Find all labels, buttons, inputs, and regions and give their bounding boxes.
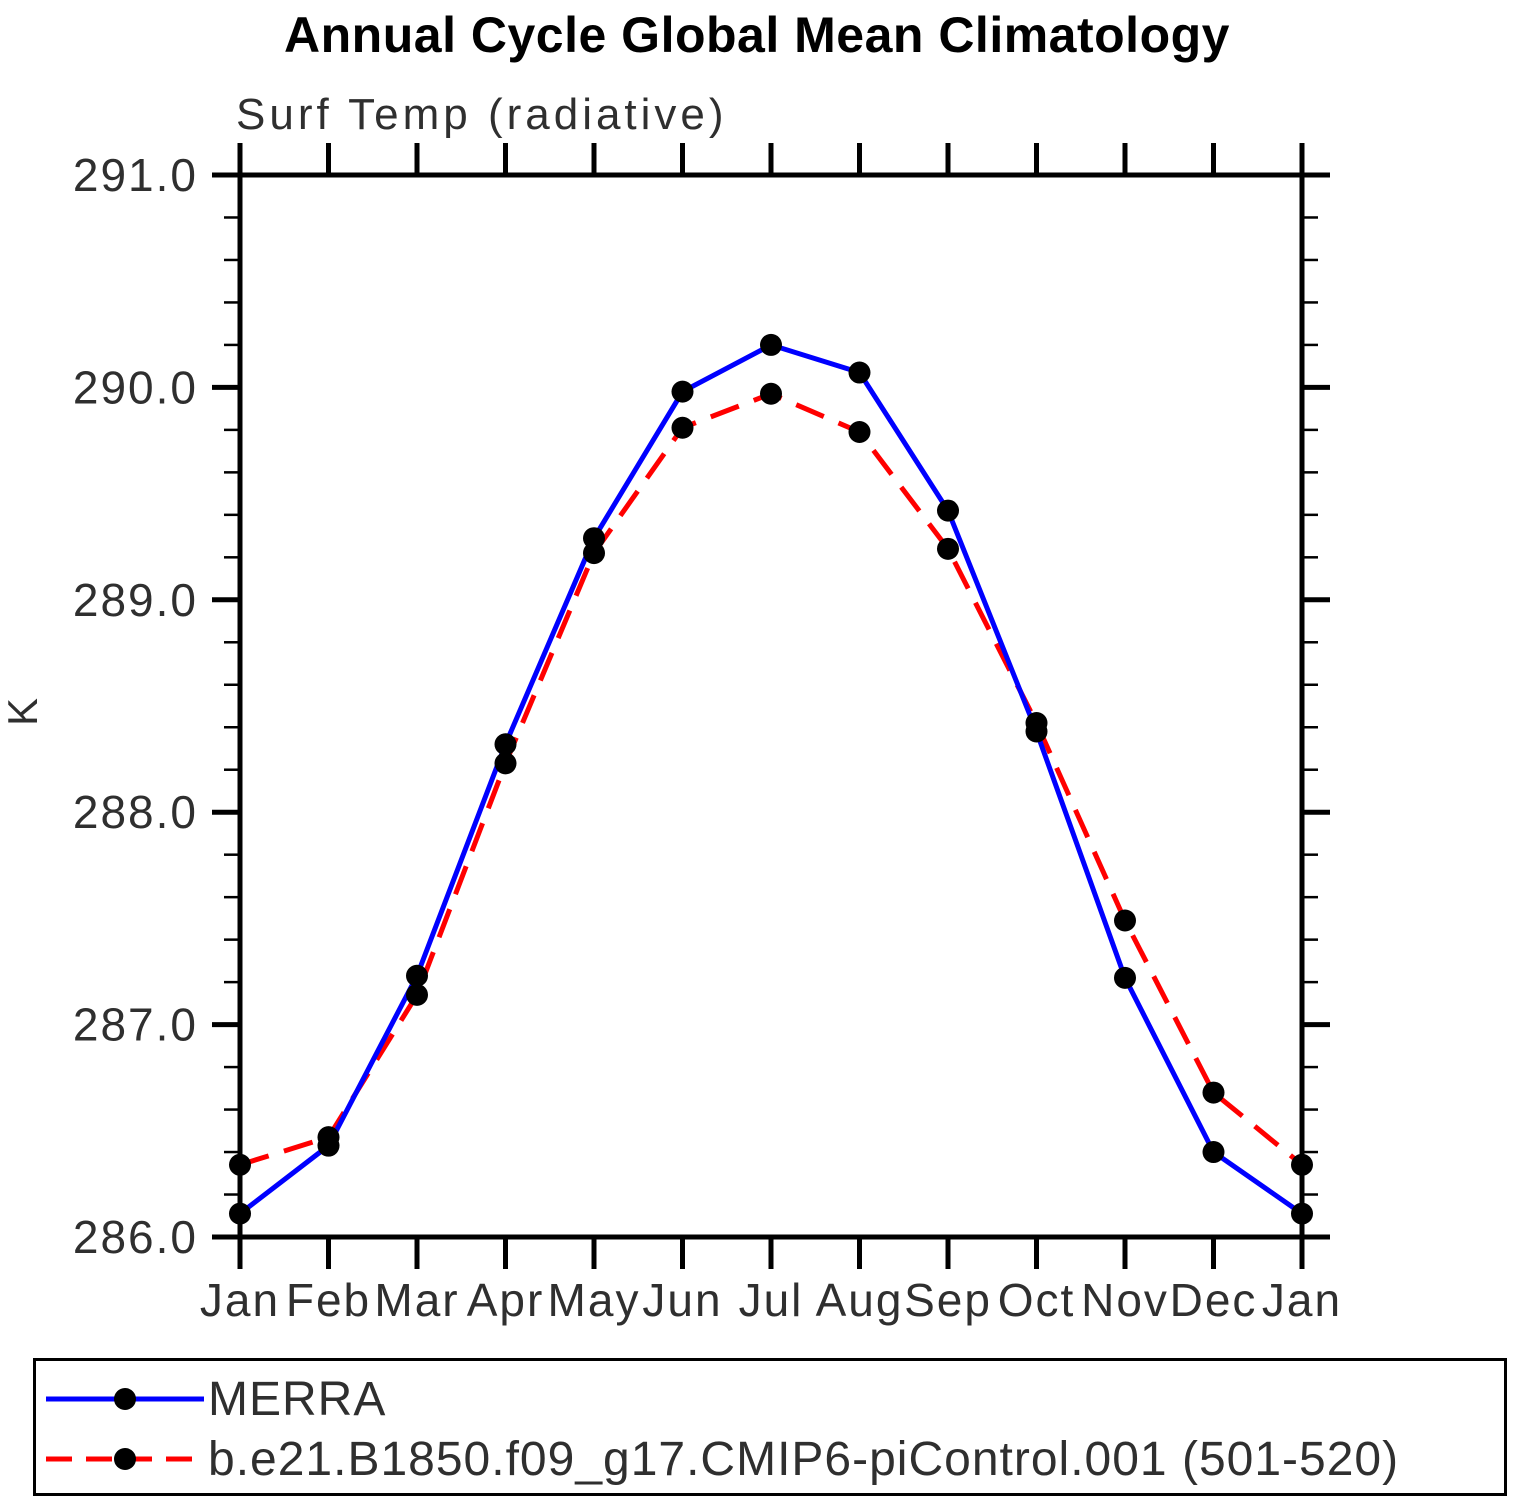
legend-label-merra: MERRA <box>208 1372 387 1426</box>
data-point-marker-1 <box>937 537 959 560</box>
data-point-marker-0 <box>671 380 694 403</box>
x-tick-label: Feb <box>286 1274 371 1326</box>
data-point-marker-1 <box>1025 711 1048 734</box>
y-tick-label: 289.0 <box>73 574 198 626</box>
x-tick-label: Jul <box>739 1274 804 1326</box>
data-point-marker-0 <box>1202 1141 1225 1164</box>
data-point-marker-0 <box>406 964 428 987</box>
x-tick-label: May <box>548 1274 641 1326</box>
legend-box: MERRA b.e21.B1850.f09_g17.CMIP6-piContro… <box>33 1358 1507 1496</box>
y-tick-label: 286.0 <box>73 1211 198 1263</box>
y-tick-label: 288.0 <box>73 786 198 838</box>
legend-label-model: b.e21.B1850.f09_g17.CMIP6-piControl.001 … <box>208 1432 1400 1486</box>
data-point-marker-1 <box>671 416 694 439</box>
x-tick-label: Jan <box>1262 1274 1342 1326</box>
data-point-marker-0 <box>1291 1202 1313 1225</box>
legend-row-model: b.e21.B1850.f09_g17.CMIP6-piControl.001 … <box>44 1432 1400 1486</box>
x-tick-label: Mar <box>374 1274 459 1326</box>
series-line-0 <box>238 342 1304 1216</box>
data-point-marker-0 <box>760 333 782 356</box>
y-tick-label: 291.0 <box>73 149 198 201</box>
x-tick-label: Apr <box>467 1274 545 1326</box>
chart-title: Annual Cycle Global Mean Climatology <box>284 7 1230 63</box>
y-tick-label: 290.0 <box>73 361 198 413</box>
model-line-sample <box>46 1448 204 1470</box>
merra-line-sample <box>46 1388 204 1410</box>
merra-sample-marker-icon <box>114 1388 136 1410</box>
data-point-marker-1 <box>848 421 871 444</box>
data-point-marker-0 <box>937 499 959 522</box>
data-point-marker-1 <box>229 1153 251 1176</box>
x-tick-label: Jan <box>200 1274 280 1326</box>
x-tick-label: Oct <box>998 1274 1076 1326</box>
chart-subtitle: Surf Temp (radiative) <box>236 90 728 139</box>
data-point-marker-0 <box>1114 966 1136 989</box>
data-point-marker-1 <box>317 1126 340 1149</box>
series-line-1 <box>239 391 1304 1168</box>
x-tick-label: Jun <box>642 1274 722 1326</box>
data-point-marker-1 <box>1114 909 1136 932</box>
data-point-marker-1 <box>1291 1153 1313 1176</box>
legend-row-merra: MERRA <box>44 1372 387 1426</box>
model-sample-marker-icon <box>114 1448 136 1470</box>
data-point-marker-0 <box>229 1202 251 1225</box>
y-axis-unit-label: K <box>0 698 46 727</box>
data-point-marker-1 <box>1202 1081 1225 1104</box>
data-point-marker-1 <box>494 752 517 775</box>
x-tick-label: Dec <box>1170 1274 1258 1326</box>
data-point-marker-1 <box>583 542 605 565</box>
data-point-marker-0 <box>494 733 517 756</box>
data-point-marker-0 <box>848 361 871 384</box>
x-tick-label: Nov <box>1081 1274 1169 1326</box>
x-tick-label: Sep <box>904 1274 992 1326</box>
y-tick-label: 287.0 <box>73 999 198 1051</box>
data-point-marker-1 <box>760 382 782 405</box>
x-tick-label: Aug <box>816 1274 904 1326</box>
data-point-marker-1 <box>406 983 428 1006</box>
